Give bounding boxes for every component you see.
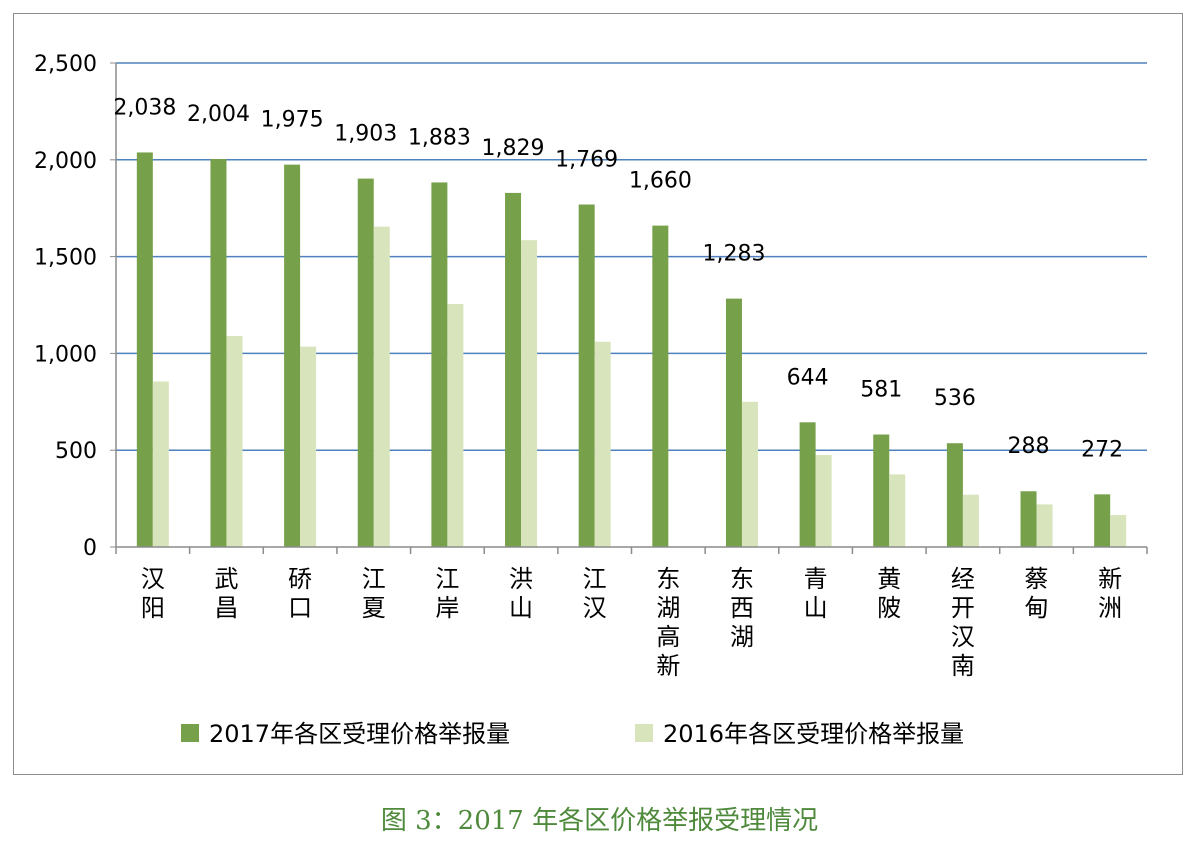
bar-2016: [741, 401, 758, 547]
bar-2017: [357, 178, 374, 547]
legend-label-2016: 2016年各区受理价格举报量: [663, 720, 964, 748]
bar-2016: [521, 240, 538, 548]
x-tick-label: 江汉: [583, 565, 607, 622]
bar-2017: [284, 164, 301, 547]
x-tick-label: 汉阳: [141, 565, 165, 622]
bar-2016: [300, 346, 317, 547]
x-tick-label: 青山: [804, 565, 828, 622]
data-label-2017: 1,883: [408, 125, 471, 150]
data-label-2017: 1,283: [702, 242, 765, 267]
data-label-2017: 1,660: [629, 169, 692, 194]
data-label-2017: 644: [787, 365, 829, 390]
x-tick-label: 经开汉南: [951, 565, 975, 680]
bar-2016: [1036, 504, 1053, 547]
bar-2017: [210, 159, 227, 547]
x-axis: [115, 63, 1148, 554]
bar-2016: [447, 304, 464, 547]
data-label-2017: 2,038: [113, 95, 176, 120]
y-tick-label: 1,500: [34, 246, 97, 271]
bar-2016: [373, 226, 390, 548]
bar-2016: [962, 494, 979, 547]
data-label-2017: 1,903: [334, 122, 397, 147]
data-label-2017: 2,004: [187, 102, 250, 127]
y-tick-label: 1,000: [34, 342, 97, 367]
data-label-2017: 1,975: [261, 108, 324, 133]
bar-2017: [1020, 491, 1037, 547]
bar-2017: [136, 152, 153, 547]
bar-2017: [799, 422, 816, 547]
legend-swatch-2016: [635, 724, 653, 742]
bar-2016: [152, 381, 169, 547]
bar-2017: [873, 434, 890, 547]
bar-2017: [431, 182, 448, 547]
x-tick-label: 洪山: [509, 565, 533, 622]
x-tick-label: 东湖高新: [656, 565, 680, 680]
bar-2016: [226, 335, 243, 547]
x-tick-label: 江岸: [435, 565, 459, 622]
data-label-2017: 1,769: [555, 148, 618, 173]
x-tick-label: 蔡甸: [1025, 565, 1049, 622]
bar-2017: [578, 204, 595, 547]
y-tick-label: 2,500: [34, 52, 97, 77]
data-label-2017: 536: [934, 386, 976, 411]
y-tick-label: 0: [83, 536, 97, 561]
x-tick-label: 东西湖: [730, 565, 754, 651]
y-tick-label: 500: [55, 439, 97, 464]
x-tick-label: 硚口: [288, 565, 312, 622]
data-label-2017: 581: [860, 378, 902, 403]
y-tick-label: 2,000: [34, 149, 97, 174]
bar-2017: [652, 225, 669, 547]
data-label-2017: 288: [1008, 434, 1050, 459]
x-tick-label: 新洲: [1098, 565, 1122, 622]
legend-swatch-2017: [181, 724, 199, 742]
data-label-2017: 272: [1081, 437, 1123, 462]
x-tick-label: 黄陂: [877, 565, 901, 622]
bar-2017: [1094, 494, 1111, 547]
y-axis-ticks: 0 500 1,000 1,500 2,000 2,500: [34, 52, 116, 561]
bar-2016: [594, 341, 611, 547]
bar-2016: [889, 474, 906, 547]
bar-2017: [505, 192, 522, 548]
data-labels: 2,038 2,004 1,975 1,903 1,883 1,829 1,769 1,660…: [113, 95, 1123, 462]
bar-2016: [815, 455, 832, 547]
legend-label-2017: 2017年各区受理价格举报量: [209, 720, 510, 748]
data-label-2017: 1,829: [482, 136, 545, 161]
x-tick-label: 江夏: [362, 565, 386, 622]
bars: [136, 152, 1127, 548]
figure-caption: 图 3：2017 年各区价格举报受理情况: [380, 806, 819, 836]
bar-2017: [725, 298, 742, 547]
legend: 2017年各区受理价格举报量 2016年各区受理价格举报量: [181, 720, 964, 748]
bar-2017: [946, 443, 963, 547]
bar-2016: [1110, 515, 1127, 547]
x-tick-label: 武昌: [214, 565, 238, 622]
